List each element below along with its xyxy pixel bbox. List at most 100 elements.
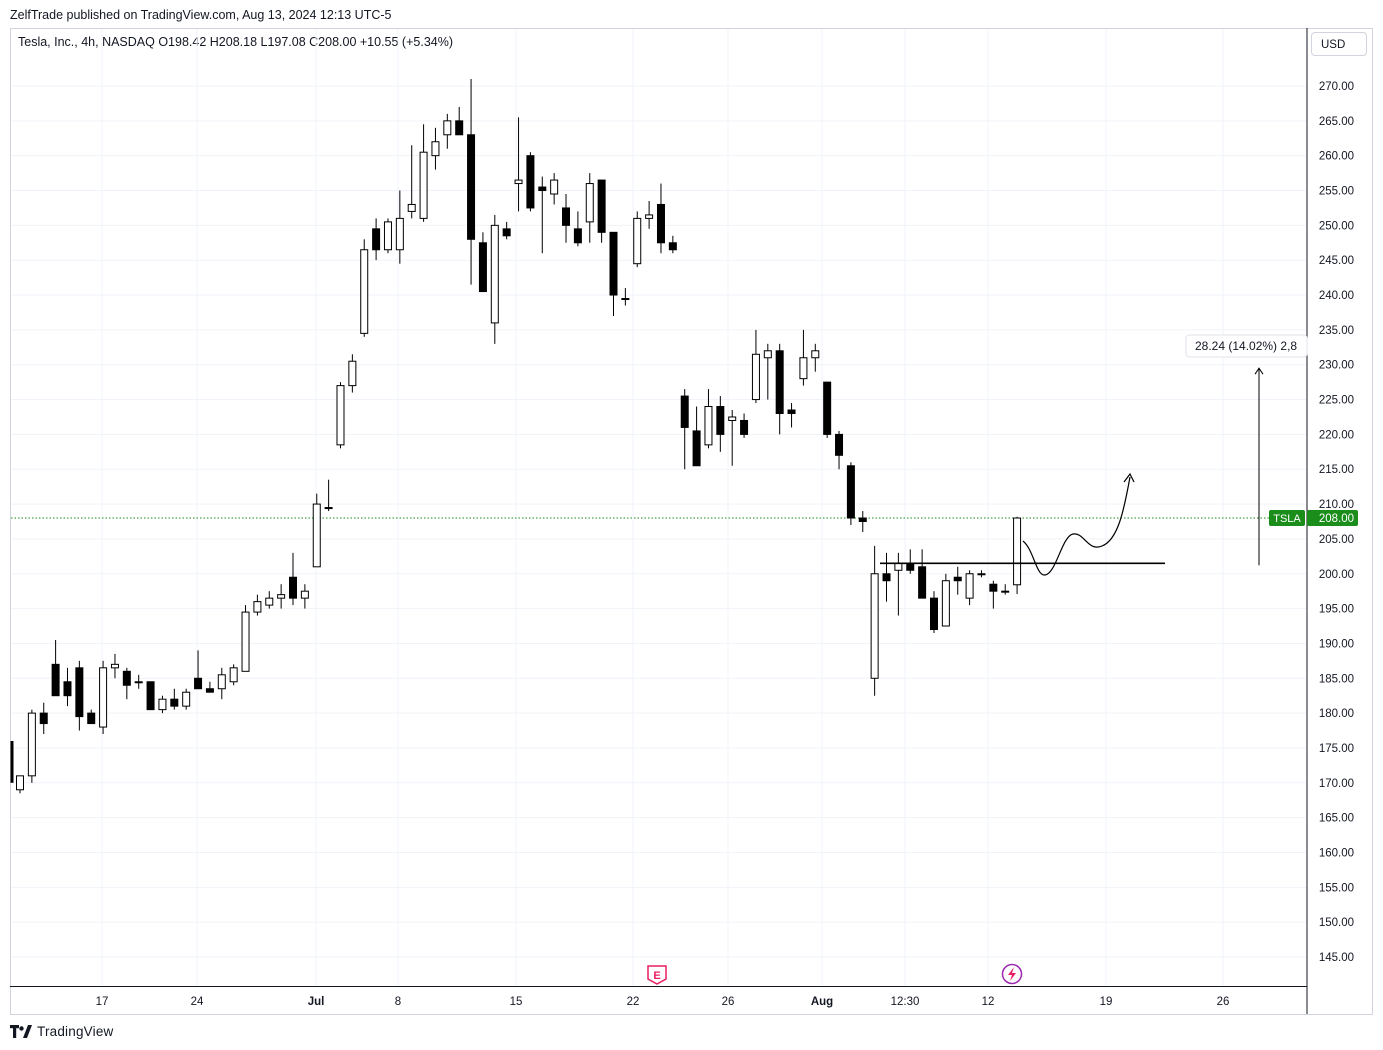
- candle-body: [110, 663, 119, 669]
- candle: [253, 594, 262, 616]
- candle-body: [194, 677, 203, 690]
- candle-body: [728, 416, 737, 421]
- candle: [609, 231, 618, 316]
- candle-body: [467, 134, 476, 240]
- candle-body: [39, 712, 48, 725]
- candle: [668, 235, 677, 254]
- grid: [11, 29, 1306, 986]
- candle-body: [1013, 517, 1022, 586]
- time-tick-label: Jul: [308, 996, 325, 1008]
- candle-body: [894, 562, 903, 571]
- candle-body: [704, 406, 713, 446]
- candle-body: [170, 698, 179, 707]
- price-tick-label: 155.00: [1319, 882, 1354, 894]
- price-tick-label: 260.00: [1319, 151, 1354, 163]
- candle-body: [336, 385, 345, 446]
- price-tick-label: 205.00: [1319, 534, 1354, 546]
- candle-body: [277, 594, 286, 599]
- time-tick-label: 12:30: [891, 996, 920, 1008]
- candle-body: [312, 503, 321, 568]
- candle: [573, 211, 582, 247]
- candle-body: [835, 433, 844, 456]
- candle: [51, 639, 60, 697]
- candle: [63, 667, 72, 707]
- measure-label-bg: [1185, 334, 1308, 358]
- price-tick-label: 225.00: [1319, 395, 1354, 407]
- publish-header: ZelfTrade published on TradingView.com, …: [10, 8, 392, 22]
- candle: [775, 343, 784, 435]
- price-tick-label: 160.00: [1319, 847, 1354, 859]
- candle-body: [811, 350, 820, 359]
- time-tick-label: 17: [96, 996, 109, 1008]
- candle: [16, 775, 24, 794]
- candle-body: [514, 179, 523, 185]
- candle-body: [656, 203, 665, 244]
- candle: [953, 566, 962, 595]
- candle: [811, 343, 820, 372]
- price-tick-label: 180.00: [1319, 708, 1354, 720]
- candle-body: [740, 419, 749, 435]
- candle-body: [241, 611, 250, 672]
- tradingview-logo-icon: [10, 1024, 32, 1038]
- candle-body: [51, 663, 60, 697]
- candle-body: [253, 601, 262, 613]
- candle: [728, 410, 737, 466]
- candle: [633, 211, 642, 268]
- candle-body: [1001, 590, 1010, 593]
- candle-body: [443, 120, 452, 136]
- candle: [407, 145, 416, 219]
- candle: [431, 127, 440, 170]
- candle-body: [205, 688, 214, 693]
- time-tick-label: 26: [722, 996, 735, 1008]
- price-tick-label: 195.00: [1319, 604, 1354, 616]
- candle: [229, 664, 238, 686]
- candle-body: [562, 207, 571, 226]
- candle-body: [965, 573, 974, 599]
- forecast-arrow-icon: [1123, 472, 1135, 483]
- candle-body: [99, 667, 108, 728]
- candle-body: [122, 670, 131, 686]
- candle: [217, 667, 226, 700]
- dividend-marker-bolt: [1008, 967, 1016, 981]
- forecast-path: [1022, 476, 1131, 576]
- candle: [1013, 516, 1022, 595]
- candle: [383, 218, 392, 254]
- candle: [478, 232, 487, 293]
- candle-body: [217, 674, 226, 690]
- candle-body: [348, 360, 357, 387]
- candle-body: [680, 395, 689, 428]
- candle: [740, 413, 749, 438]
- candle: [490, 214, 499, 344]
- symbol-tag-bg: [1269, 510, 1305, 527]
- candle: [372, 218, 381, 261]
- candle: [989, 580, 998, 609]
- candle-body: [585, 183, 594, 223]
- candle-body: [158, 698, 167, 711]
- time-tick-label: Aug: [811, 996, 833, 1008]
- candle-body: [692, 430, 701, 467]
- chart-frame: [10, 28, 1373, 1015]
- price-tick-label: 210.00: [1319, 499, 1354, 511]
- candle-body: [597, 179, 606, 233]
- candle: [289, 552, 298, 606]
- candle-body: [799, 357, 808, 380]
- candle-body: [146, 681, 155, 711]
- candle-body: [846, 465, 855, 519]
- candle: [799, 329, 808, 386]
- candle-body: [763, 350, 772, 359]
- candle-body: [609, 231, 618, 296]
- time-tick-label: 8: [395, 996, 401, 1008]
- candle: [194, 650, 203, 690]
- candle-body: [858, 517, 867, 522]
- price-tick-label: 220.00: [1319, 429, 1354, 441]
- candle: [300, 584, 309, 609]
- measure-label-box: 28.24 (14.02%) 2,8: [1185, 334, 1308, 358]
- candle: [27, 709, 36, 783]
- candle-body: [63, 681, 72, 697]
- candle: [324, 479, 333, 512]
- candle: [277, 584, 286, 609]
- candle-body: [751, 353, 760, 401]
- tradingview-footer[interactable]: TradingView: [10, 1024, 114, 1039]
- currency-selector[interactable]: USD: [1311, 32, 1367, 56]
